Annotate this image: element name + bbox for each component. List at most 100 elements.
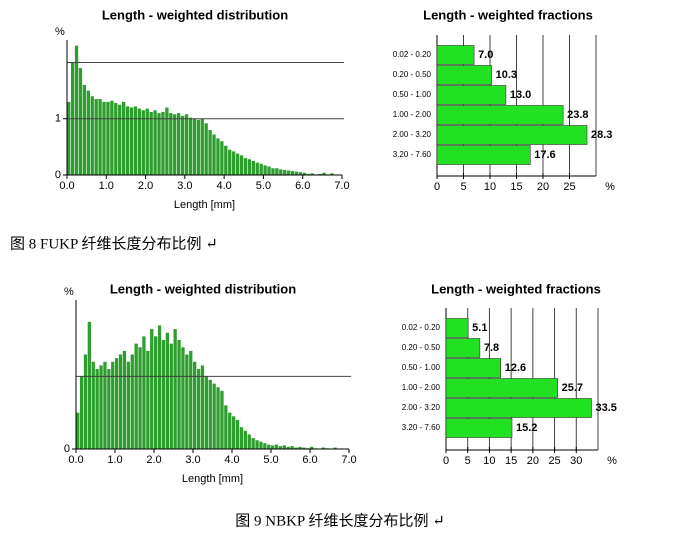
histogram-bar <box>212 134 216 175</box>
histogram-bar <box>271 445 275 449</box>
category-label: 2.00 - 3.20 <box>393 130 432 139</box>
histogram-bar <box>294 171 299 175</box>
histogram-bar <box>208 130 212 175</box>
histogram-bar <box>216 138 220 175</box>
histogram-bar <box>322 172 326 175</box>
histogram-bar <box>212 383 216 449</box>
histogram-bar <box>78 68 83 175</box>
histogram-bar <box>232 416 236 449</box>
histogram-bar <box>220 390 224 449</box>
histogram-bar <box>98 99 102 175</box>
value-label: 25.7 <box>562 382 583 394</box>
bar <box>445 418 513 438</box>
x-tick-label: 10 <box>483 455 495 467</box>
x-tick-label: 20 <box>537 181 549 193</box>
x-tick-label: 25 <box>548 455 560 467</box>
histogram-bar <box>243 430 247 449</box>
histogram-bar <box>149 112 153 175</box>
histogram-bar <box>189 350 193 449</box>
histogram-bar <box>94 99 98 175</box>
histogram-bar <box>310 173 314 175</box>
histogram-bar <box>122 101 126 175</box>
histogram-bar <box>220 141 224 175</box>
histogram-bar <box>216 387 220 449</box>
value-label: 7.0 <box>478 49 493 61</box>
y-tick-label: 1 <box>55 113 61 125</box>
x-axis-label: Length [mm] <box>182 473 243 485</box>
bar <box>436 105 564 125</box>
category-label: 0.02 - 0.20 <box>393 50 432 59</box>
histogram-bar <box>185 354 189 449</box>
bar <box>445 398 592 418</box>
histogram-bar <box>141 110 145 175</box>
value-label: 17.6 <box>534 149 555 161</box>
histogram-bar <box>239 427 244 449</box>
x-tick-label: 15 <box>510 181 522 193</box>
histogram-bar <box>287 170 291 175</box>
caption: 图 9 NBKP 纤维长度分布比例 ↵ <box>235 512 445 529</box>
histogram-bar <box>208 379 212 449</box>
histogram-bar <box>74 45 79 175</box>
histogram-bar <box>99 365 103 449</box>
histogram-bar <box>150 329 154 449</box>
histogram-bar <box>91 361 95 449</box>
histogram-bar <box>318 173 322 175</box>
histogram-bar <box>118 104 122 175</box>
histogram-bar <box>321 447 325 449</box>
histogram-bar <box>239 155 244 175</box>
x-axis-label: Length [mm] <box>174 199 235 211</box>
bar <box>436 65 492 85</box>
histogram-bar <box>126 361 130 449</box>
histogram-bar <box>184 114 189 175</box>
x-tick-label: 2.0 <box>138 180 153 192</box>
x-tick-label: 3.0 <box>185 454 200 466</box>
histogram-bar <box>228 149 232 175</box>
histogram-bar <box>173 114 177 175</box>
bar <box>445 358 502 378</box>
histogram-bar <box>330 173 334 175</box>
x-unit: % <box>607 455 617 467</box>
histogram-bar <box>251 160 255 175</box>
category-label: 0.20 - 0.50 <box>393 70 432 79</box>
x-tick-label: 25 <box>563 181 575 193</box>
histogram-bar <box>247 159 252 175</box>
histogram-bar <box>177 339 181 449</box>
histogram-bar <box>173 329 177 449</box>
category-label: 2.00 - 3.20 <box>402 403 441 412</box>
y-axis-label: % <box>55 26 65 38</box>
category-label: 0.02 - 0.20 <box>402 323 441 332</box>
histogram-bar <box>259 163 263 175</box>
category-label: 0.20 - 0.50 <box>402 343 441 352</box>
x-tick-label: 2.0 <box>146 454 161 466</box>
value-label: 12.6 <box>505 362 526 374</box>
histogram-bar <box>157 325 162 449</box>
histogram-bar <box>278 446 283 449</box>
value-label: 7.8 <box>484 342 499 354</box>
histogram-bar <box>67 101 71 175</box>
histogram-bar <box>298 172 303 175</box>
histogram-bar <box>188 117 193 175</box>
histogram-bar <box>142 336 146 449</box>
histogram-bar <box>310 446 314 449</box>
histogram-bar <box>137 108 142 175</box>
histogram-bar <box>125 106 130 175</box>
histogram-bar <box>177 113 181 175</box>
x-tick-label: 5.0 <box>256 180 271 192</box>
x-tick-label: 4.0 <box>216 180 231 192</box>
histogram-bar <box>228 412 232 449</box>
histogram-bar <box>294 447 298 449</box>
x-tick-label: 0.0 <box>59 180 74 192</box>
category-label: 3.20 - 7.60 <box>402 423 441 432</box>
histogram-bar <box>290 171 295 175</box>
bar <box>436 125 588 145</box>
bar <box>445 378 558 398</box>
histogram-bar <box>76 412 80 449</box>
histogram-bar <box>106 101 110 175</box>
histogram-bar <box>169 343 173 449</box>
histogram-bar <box>290 446 294 449</box>
histogram-bar <box>251 438 255 449</box>
bar <box>436 45 475 65</box>
histogram-bar <box>115 358 119 449</box>
